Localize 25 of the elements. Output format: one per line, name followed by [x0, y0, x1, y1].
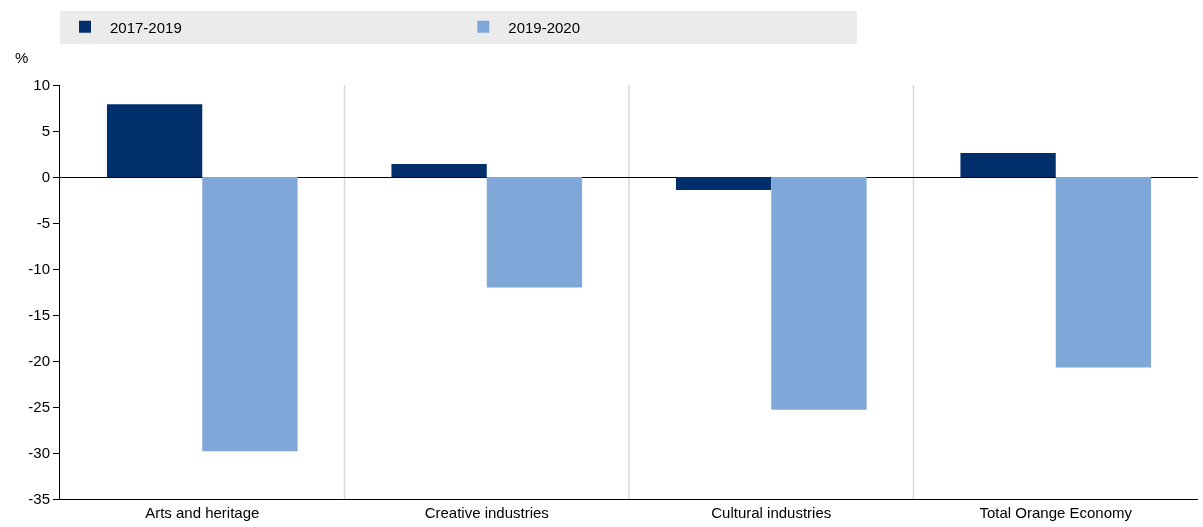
bar	[1055, 177, 1152, 368]
y-tick-label: 0	[41, 168, 50, 186]
bar	[202, 177, 298, 452]
x-tick-label: Creative industries	[424, 504, 549, 521]
y-tick-label: -5	[36, 214, 50, 232]
x-tick-label: Cultural industries	[711, 504, 832, 521]
y-tick-label: -20	[28, 352, 50, 370]
y-tick-label: -15	[28, 306, 50, 324]
y-tick-label: 10	[33, 76, 50, 94]
x-tick-label: Arts and heritage	[145, 504, 260, 521]
bar	[771, 177, 867, 410]
bar	[675, 177, 772, 190]
y-tick-label: -10	[28, 260, 50, 278]
bar	[486, 177, 583, 288]
bar	[106, 104, 203, 177]
x-tick-label: Total Orange Economy	[979, 504, 1133, 521]
y-tick-label: -25	[28, 398, 50, 416]
legend-label: 2017-2019	[110, 18, 182, 36]
y-axis-title: %	[15, 49, 29, 66]
legend-label: 2019-2020	[508, 18, 581, 36]
bar	[960, 153, 1056, 177]
y-tick-label: -35	[28, 490, 50, 508]
y-tick-label: -30	[28, 444, 50, 462]
bar	[391, 164, 487, 177]
y-tick-label: 5	[41, 122, 50, 140]
